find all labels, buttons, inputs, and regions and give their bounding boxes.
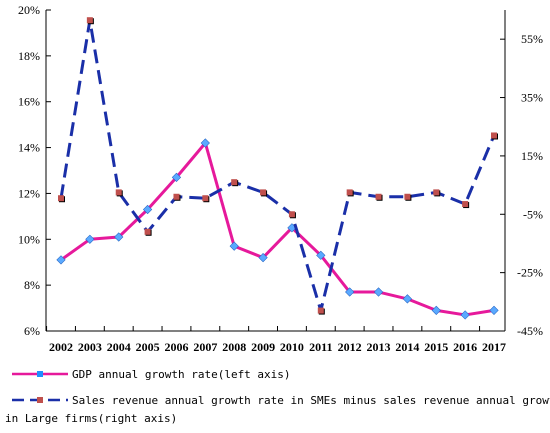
gdp-point	[373, 287, 384, 297]
right-tick-label: -5%	[523, 207, 543, 221]
gdp-point	[316, 250, 326, 260]
x-tick-label: 2013	[367, 340, 391, 354]
legend-label-gdp: GDP annual growth rate(left axis)	[72, 368, 291, 381]
sales-diff-point	[231, 179, 238, 186]
gdp-point	[229, 241, 239, 251]
x-tick-label: 2009	[251, 340, 275, 354]
sales-diff-point	[144, 228, 151, 235]
sales-diff-point	[491, 132, 497, 139]
gdp-point	[258, 253, 268, 263]
left-tick-label: 6%	[24, 324, 40, 338]
right-tick-label: 35%	[521, 91, 543, 105]
legend-marker-gdp	[37, 371, 43, 377]
sales-diff-point	[346, 189, 353, 196]
gdp-point	[402, 294, 412, 304]
legend-marker-sales-diff	[37, 397, 43, 403]
sales-diff-point	[404, 193, 411, 200]
x-tick-label: 2011	[309, 340, 332, 354]
left-tick-label: 8%	[24, 278, 40, 292]
legend-entry-sales-diff: Sales revenue annual growth rate in SMEs…	[5, 394, 550, 425]
x-tick-label: 2017	[482, 340, 506, 354]
sales-diff-point	[288, 211, 295, 218]
x-tick-label: 2008	[222, 340, 246, 354]
x-tick-label: 2010	[280, 340, 304, 354]
x-tick-label: 2005	[136, 340, 160, 354]
x-tick-label: 2003	[78, 340, 102, 354]
gdp-point	[56, 255, 66, 265]
gdp-point	[85, 234, 95, 244]
gdp-point	[489, 305, 499, 315]
legend-entry-gdp: GDP annual growth rate(left axis)	[12, 368, 291, 381]
series-line-sales-diff	[59, 18, 496, 313]
x-tick-label: 2004	[107, 340, 131, 354]
gdp-point	[114, 232, 124, 242]
x-tick-label: 2006	[164, 340, 188, 354]
left-tick-label: 14%	[18, 141, 40, 155]
gdp-point	[460, 310, 470, 320]
x-tick-label: 2015	[424, 340, 448, 354]
gdp-point	[345, 287, 355, 297]
left-tick-label: 10%	[18, 232, 40, 246]
sales-diff-point	[58, 195, 64, 202]
gdp-point	[171, 172, 182, 182]
sales-diff-point	[173, 193, 180, 200]
x-tick-label: 2002	[49, 340, 73, 354]
series-layer	[56, 17, 499, 320]
sales-diff-point	[86, 17, 93, 24]
right-tick-label: 15%	[521, 149, 543, 163]
sales-diff-point	[317, 307, 324, 314]
legend-label-sales-diff-line2: in Large firms(right axis)	[5, 412, 177, 425]
left-tick-label: 20%	[18, 3, 40, 17]
legend-label-sales-diff: Sales revenue annual growth rate in SMEs…	[72, 394, 550, 407]
left-tick-label: 12%	[18, 186, 40, 200]
x-tick-label: 2012	[338, 340, 362, 354]
x-tick-label: 2016	[453, 340, 477, 354]
x-tick-label: 2014	[395, 340, 419, 354]
sales-diff-point	[375, 193, 382, 200]
series-line-gdp	[60, 141, 495, 317]
sales-diff-point	[433, 189, 440, 196]
right-tick-label: 55%	[521, 32, 543, 46]
sales-diff-point	[202, 195, 209, 202]
sales-diff-point	[260, 189, 267, 196]
left-tick-label: 18%	[18, 49, 40, 63]
sales-diff-point	[462, 201, 469, 208]
legend: GDP annual growth rate(left axis) Sales …	[5, 368, 550, 425]
left-tick-label: 16%	[18, 95, 40, 109]
right-tick-label: -25%	[517, 266, 543, 280]
gdp-point	[143, 204, 153, 215]
gdp-point	[431, 305, 441, 315]
gdp-point	[200, 138, 210, 148]
x-tick-label: 2007	[193, 340, 217, 354]
sales-diff-point	[115, 189, 122, 196]
axes: 6% 8% 10% 12% 14% 16% 18% 20% -45% -25% -5% 15% 35% 5…	[18, 3, 543, 354]
right-tick-label: -45%	[517, 324, 543, 338]
